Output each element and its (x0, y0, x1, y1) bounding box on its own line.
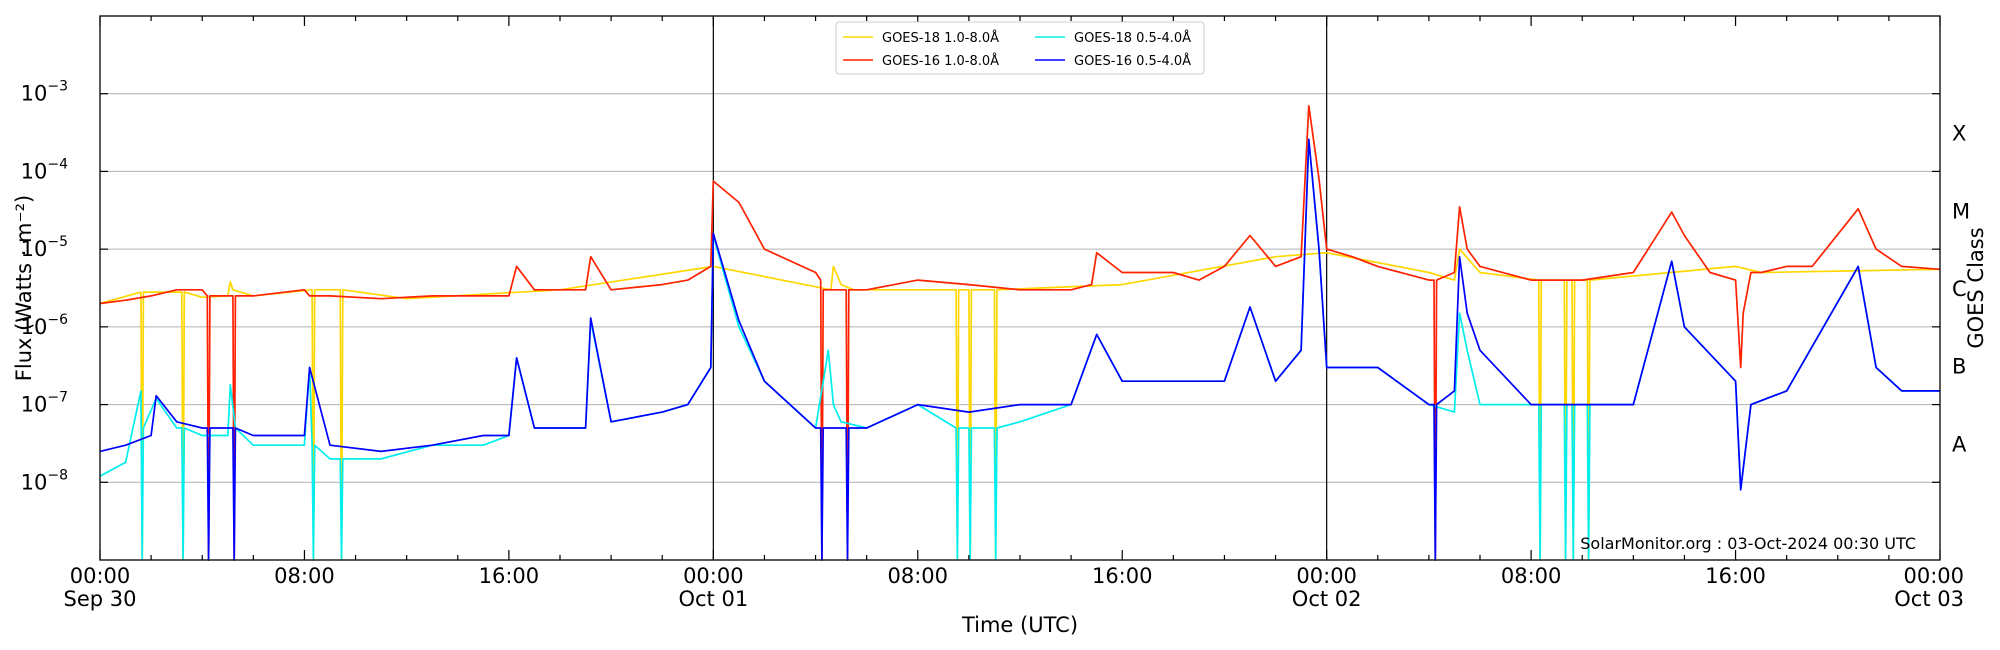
y-tick-label: 10−5 (21, 234, 68, 261)
legend-label-goes16-short: GOES-16 0.5-4.0Å (1074, 53, 1191, 69)
y-tick-exponent: −8 (47, 467, 68, 483)
legend-label-goes18-long: GOES-18 1.0-8.0Å (882, 30, 999, 46)
legend-label-goes18-short: GOES-18 0.5-4.0Å (1074, 30, 1191, 46)
grid-layer (100, 93, 1940, 483)
series-line-3 (99, 138, 1940, 561)
y-tick-exponent: −7 (47, 390, 68, 406)
x-tick-label: 00:00 (1903, 564, 1964, 588)
y-tick-label: 10−7 (21, 390, 68, 417)
x-tick-label: 08:00 (274, 564, 335, 588)
goes-class-labels: A B C M X (1952, 122, 1970, 457)
x-tick-date: Oct 01 (678, 587, 748, 611)
y-tick-label: 10−8 (21, 467, 68, 494)
legend-label-goes16-long: GOES-16 1.0-8.0Å (882, 53, 999, 69)
goes-class-m: M (1952, 199, 1970, 223)
x-tick-label: 16:00 (1092, 564, 1153, 588)
day-boundary-layer (712, 16, 1328, 560)
series-line-1 (99, 104, 1941, 561)
y-tick-exponent: −4 (47, 156, 68, 172)
goes-class-x: X (1952, 122, 1966, 146)
x-tick-label: 00:00 (683, 564, 744, 588)
x-tick-label: 00:00 (1296, 564, 1357, 588)
y-tick-label: 10−4 (21, 156, 68, 183)
legend-frame (835, 21, 1205, 75)
x-tick-label: 08:00 (1501, 564, 1562, 588)
x-tick-label: 00:00 (70, 564, 131, 588)
series-line-2 (99, 139, 1940, 561)
y-tick-exponent: −6 (47, 312, 68, 328)
legend: GOES-18 1.0-8.0Å GOES-16 1.0-8.0Å GOES-1… (835, 21, 1205, 75)
x-tick-label: 08:00 (888, 564, 949, 588)
x-axis-label: Time (UTC) (961, 613, 1078, 637)
x-tick-date: Oct 02 (1292, 587, 1362, 611)
y-tick-label: 10−3 (21, 79, 68, 106)
x-tick-date: Oct 03 (1894, 587, 1964, 611)
credit-text: SolarMonitor.org : 03-Oct-2024 00:30 UTC (1580, 534, 1916, 553)
y-tick-exponent: −5 (47, 234, 68, 250)
y-axis-label: Flux (Watts · m⁻²) (12, 195, 36, 381)
x-tick-date: Sep 30 (64, 587, 137, 611)
goes-class-b: B (1952, 355, 1966, 379)
right-axis-label: GOES Class (1964, 227, 1988, 348)
series-layer (99, 104, 1941, 561)
x-tick-label: 16:00 (479, 564, 540, 588)
series-line-0 (99, 248, 1941, 561)
y-tick-exponent: −3 (47, 79, 68, 95)
goes-class-c: C (1952, 277, 1967, 301)
x-tick-label: 16:00 (1705, 564, 1766, 588)
goes-class-a: A (1952, 432, 1967, 456)
